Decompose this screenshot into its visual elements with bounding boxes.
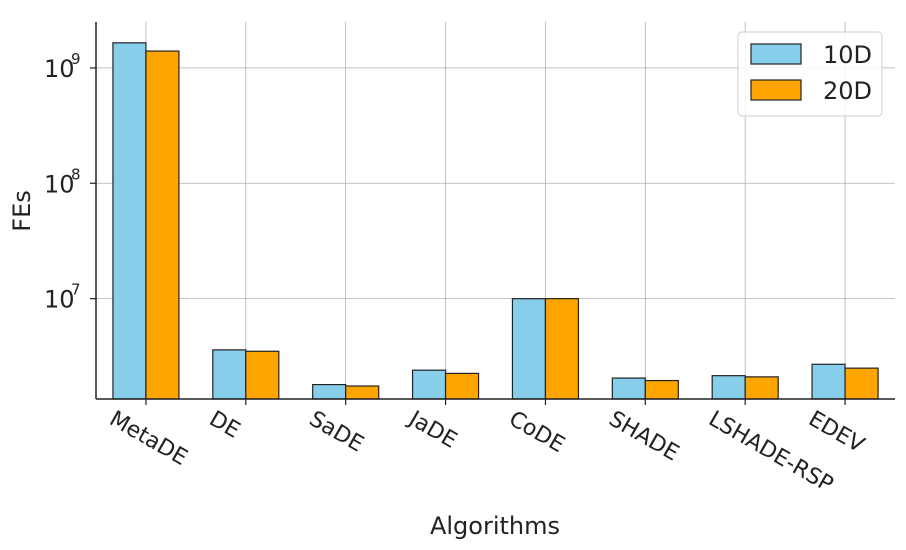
bar-20d-de (245, 350, 280, 400)
legend-label-20d: 20D (823, 77, 872, 105)
bar-10d-code (511, 298, 547, 400)
bar-10d-de (212, 349, 247, 400)
y-tick-exponent: 8 (71, 165, 81, 183)
y-tick-exponent: 7 (71, 281, 81, 299)
bar-10d-metade (112, 42, 147, 400)
x-axis-label: Algorithms (430, 512, 560, 540)
bar-20d-jade (444, 372, 480, 400)
bar-20d-code (544, 298, 580, 400)
bar-10d-edev (811, 363, 846, 400)
legend-swatch-10d (750, 43, 802, 65)
y-tick-label: 10 (44, 170, 75, 198)
bar-20d-edev (844, 367, 879, 400)
legend-label-10d: 10D (823, 41, 872, 69)
y-tick-label: 10 (44, 286, 75, 314)
bars (112, 42, 879, 400)
bar-10d-sade (312, 383, 347, 400)
bar-20d-shade (644, 379, 679, 400)
bar-10d-lshade-rsp (711, 375, 746, 400)
y-axis-label: FEs (8, 190, 36, 231)
y-tick-label: 10 (44, 55, 75, 83)
bar-10d-shade (611, 377, 646, 400)
legend-swatch-20d (750, 79, 802, 101)
bar-20d-lshade-rsp (744, 376, 779, 400)
y-tick-exponent: 9 (71, 50, 81, 68)
bar-20d-metade (145, 50, 180, 400)
bar-10d-jade (411, 369, 447, 400)
bar-20d-sade (345, 385, 380, 400)
